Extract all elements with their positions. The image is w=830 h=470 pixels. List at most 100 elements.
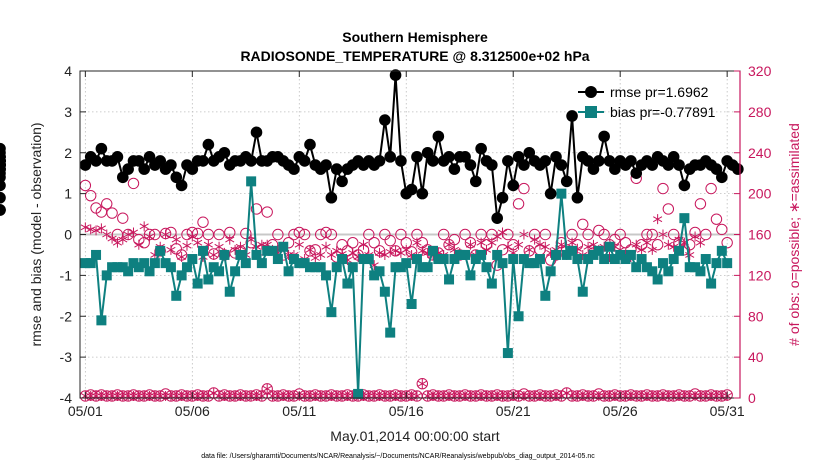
- bias-point: [283, 266, 294, 277]
- legend: rmse pr=1.6962 bias pr=-0.77891: [578, 84, 716, 120]
- bias-point: [652, 274, 663, 285]
- x-tick-label: 05/16: [389, 403, 424, 419]
- x-tick-label: 05/06: [175, 403, 210, 419]
- assimilated-obs-marker: [102, 229, 112, 240]
- rmse-point: [0, 155, 6, 167]
- bias-point: [363, 254, 374, 265]
- possible-obs-marker: [363, 228, 375, 241]
- bias-point: [529, 258, 540, 269]
- bias-point: [139, 258, 150, 269]
- rmse-point: [593, 155, 605, 167]
- assimilated-obs-marker: [583, 241, 593, 252]
- bias-point: [235, 249, 246, 260]
- rmse-point: [0, 191, 6, 204]
- bias-point: [470, 254, 481, 265]
- assimilated-obs-marker: [118, 234, 128, 245]
- x-tick-label: 05/21: [496, 403, 531, 419]
- rmse-point: [518, 159, 530, 171]
- possible-obs-marker: [384, 234, 396, 247]
- x-tick-label: 05/26: [603, 403, 638, 419]
- assimilated-obs-marker: [160, 229, 171, 240]
- rmse-point: [320, 159, 332, 171]
- legend-bias-label: bias pr=-0.77891: [610, 104, 716, 120]
- assimilated-obs-marker: [209, 249, 219, 260]
- assimilated-obs-marker: [123, 229, 133, 240]
- assimilated-obs-marker: [358, 239, 369, 250]
- assimilated-obs-marker: [444, 239, 454, 250]
- rmse-point: [486, 159, 498, 171]
- rmse-point: [587, 163, 600, 175]
- possible-obs-marker: [395, 228, 407, 241]
- assimilated-obs-marker: [519, 229, 529, 240]
- bias-point: [112, 262, 123, 273]
- y-tick-label: 4: [64, 63, 72, 79]
- bias-point: [433, 254, 444, 265]
- rmse-point: [630, 167, 643, 179]
- y-right-tick-label: 280: [748, 104, 772, 120]
- rmse-point: [550, 151, 562, 163]
- assimilated-obs-marker: [86, 224, 96, 235]
- bias-point: [497, 258, 508, 269]
- legend-rmse-label: rmse pr=1.6962: [610, 84, 709, 100]
- bias-point: [567, 245, 578, 256]
- rmse-point: [336, 175, 348, 188]
- possible-obs-marker: [651, 239, 664, 251]
- bias-point: [315, 262, 326, 273]
- y-tick-label: 3: [64, 104, 72, 120]
- rmse-point: [539, 155, 552, 167]
- bias-point: [123, 266, 134, 277]
- bias-point: [91, 249, 102, 260]
- chart-subtitle: RADIOSONDE_TEMPERATURE @ 8.312500e+02 hP…: [240, 48, 589, 64]
- rmse-point: [491, 212, 503, 224]
- bias-point: [593, 245, 604, 256]
- assimilated-obs-marker: [171, 234, 181, 245]
- bias-point: [101, 270, 112, 281]
- rmse-point: [304, 138, 316, 151]
- y-axis-label: rmse and bias (model - observation): [28, 122, 44, 346]
- bias-point: [706, 278, 717, 289]
- bias-point: [224, 286, 235, 297]
- assimilated-obs-marker: [647, 244, 657, 255]
- x-tick-label: 05/11: [282, 403, 316, 419]
- assimilated-obs-marker: [214, 241, 224, 252]
- x-tick-label: 05/01: [68, 403, 103, 419]
- possible-obs-marker: [577, 218, 589, 230]
- bias-point: [128, 258, 139, 269]
- rmse-point: [395, 155, 407, 167]
- bias-point: [326, 307, 337, 318]
- rmse-point: [95, 142, 108, 155]
- assimilated-obs-marker: [305, 244, 315, 255]
- bias-point: [599, 254, 610, 265]
- rmse-point: [245, 155, 257, 167]
- assimilated-obs-marker: [182, 240, 192, 251]
- bias-point: [711, 258, 722, 269]
- possible-obs-marker: [250, 203, 263, 215]
- assimilated-obs-marker: [193, 237, 203, 248]
- rmse-point: [218, 146, 231, 159]
- rmse-point: [165, 159, 177, 171]
- rmse-point: [710, 163, 723, 175]
- rmse-point: [566, 110, 578, 122]
- axes: 05/01 05/06 05/11 05/16 05/21 05/26 05/31 -4 -3 -…: [60, 63, 772, 419]
- bias-point: [331, 262, 342, 273]
- rmse-point: [625, 155, 637, 167]
- possible-obs-marker: [512, 198, 525, 210]
- bias-point: [476, 249, 487, 260]
- bias-point: [454, 249, 465, 260]
- bias-point: [374, 266, 385, 277]
- possible-obs-marker: [437, 228, 450, 241]
- bias-point: [385, 327, 396, 338]
- y-right-tick-label: 320: [748, 63, 772, 79]
- bias-point: [534, 254, 545, 265]
- bias-point: [481, 262, 492, 273]
- bias-point: [679, 213, 690, 224]
- assimilated-obs-marker: [556, 239, 566, 250]
- bias-point: [310, 262, 321, 273]
- bias-point: [85, 258, 96, 269]
- bias-point: [620, 254, 631, 265]
- bias-point: [80, 258, 91, 269]
- rmse-point: [560, 175, 573, 188]
- x-tick-label: 05/31: [710, 403, 745, 419]
- possible-obs-marker: [298, 228, 311, 241]
- assimilated-obs-marker: [476, 237, 486, 248]
